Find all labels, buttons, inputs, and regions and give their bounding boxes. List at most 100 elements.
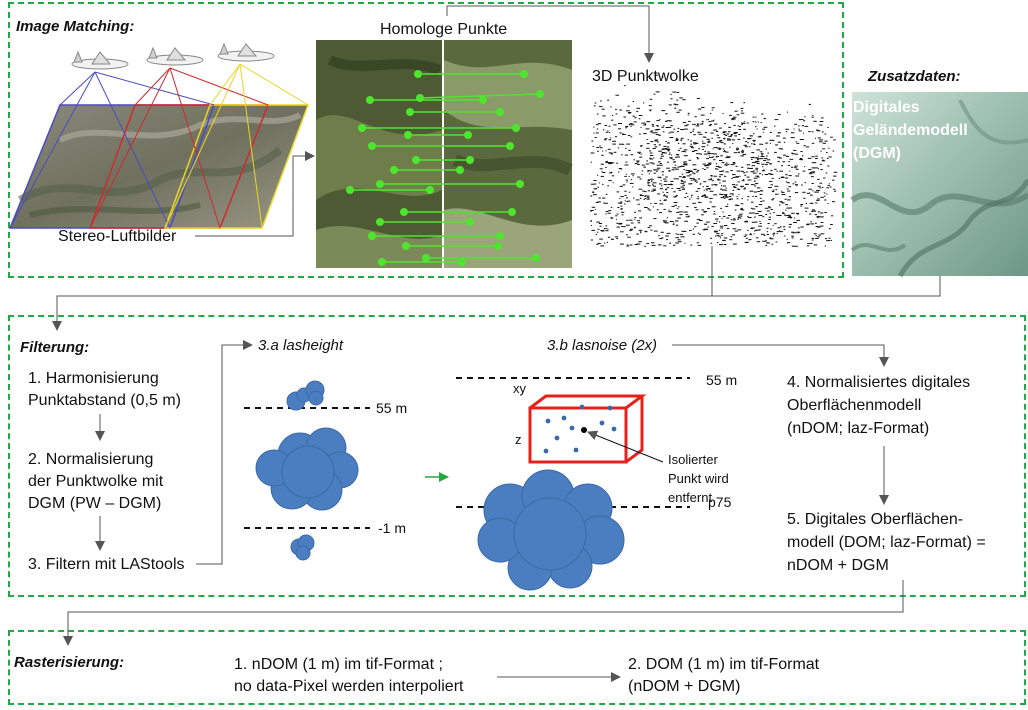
cloud-point bbox=[614, 236, 619, 238]
cloud-point bbox=[816, 198, 820, 200]
cloud-point bbox=[755, 116, 757, 118]
cloud-point bbox=[742, 122, 746, 124]
cloud-point bbox=[795, 184, 798, 186]
cloud-point bbox=[738, 129, 742, 130]
cloud-point bbox=[766, 227, 769, 229]
cloud-point bbox=[634, 226, 636, 228]
cloud-point bbox=[641, 170, 644, 172]
cloud-point bbox=[732, 116, 737, 118]
cloud-point bbox=[696, 181, 699, 183]
cloud-point bbox=[682, 122, 687, 124]
cloud-point bbox=[622, 143, 625, 145]
cloud-point bbox=[830, 239, 833, 241]
cloud-point bbox=[819, 187, 822, 189]
cloud-point bbox=[663, 180, 668, 182]
cloud-point bbox=[769, 213, 771, 215]
cloud-point bbox=[639, 178, 642, 180]
cloud-point bbox=[645, 128, 650, 130]
cloud-point bbox=[670, 183, 672, 185]
cloud-point bbox=[675, 237, 680, 239]
cloud-point bbox=[814, 137, 816, 139]
cloud-point bbox=[824, 133, 827, 135]
cloud-point bbox=[722, 185, 726, 187]
cloud-point bbox=[665, 140, 667, 142]
cloud-point bbox=[662, 110, 666, 112]
cloud-point bbox=[651, 190, 654, 192]
cloud-point bbox=[795, 167, 797, 169]
cloud-point bbox=[764, 158, 768, 160]
match-line bbox=[419, 93, 541, 99]
cloud-point bbox=[774, 119, 779, 121]
cloud-point bbox=[711, 226, 714, 227]
cloud-point bbox=[607, 236, 611, 238]
cloud-point bbox=[704, 132, 708, 134]
cloud-point bbox=[628, 135, 631, 136]
cloud-point bbox=[703, 194, 706, 196]
cloud-point bbox=[681, 173, 684, 175]
cloud-point bbox=[683, 211, 688, 213]
cloud-point bbox=[793, 222, 797, 223]
cloud-point bbox=[691, 172, 695, 174]
cloud-point bbox=[685, 164, 688, 166]
cloud-point bbox=[725, 151, 729, 153]
cloud-point bbox=[724, 225, 728, 226]
cloud-point bbox=[761, 154, 763, 156]
cloud-point bbox=[723, 134, 726, 136]
cloud-point bbox=[677, 127, 680, 129]
cloud-point bbox=[773, 125, 776, 127]
cloud-point bbox=[821, 157, 824, 159]
cloud-point bbox=[733, 133, 736, 135]
cloud-point bbox=[800, 205, 803, 207]
cloud-point bbox=[766, 242, 770, 244]
cloud-point bbox=[624, 164, 629, 166]
cloud-point bbox=[652, 188, 657, 190]
cloud-point bbox=[782, 212, 785, 214]
cloud-point bbox=[673, 161, 676, 163]
cloud-point bbox=[647, 171, 649, 173]
cloud-point bbox=[780, 176, 784, 178]
cloud-point bbox=[655, 134, 660, 136]
cloud-point bbox=[725, 134, 727, 136]
cloud-point bbox=[814, 167, 818, 169]
match-point bbox=[520, 70, 528, 78]
cloud-point bbox=[732, 228, 737, 230]
cloud-point bbox=[721, 233, 724, 235]
cloud-point bbox=[747, 229, 749, 231]
cloud-point bbox=[758, 225, 763, 227]
cloud-point bbox=[731, 234, 736, 236]
match-point bbox=[400, 208, 408, 216]
cloud-point bbox=[661, 185, 663, 187]
cloud-point bbox=[674, 204, 678, 206]
cloud-point bbox=[671, 188, 673, 189]
cloud-point bbox=[607, 148, 611, 150]
cloud-point bbox=[713, 184, 718, 186]
cloud-point bbox=[646, 147, 650, 149]
cloud-point bbox=[797, 232, 800, 234]
cloud-point bbox=[730, 219, 732, 221]
cloud-point bbox=[795, 184, 798, 186]
cloud-point bbox=[683, 176, 686, 177]
cloud-point bbox=[800, 151, 803, 152]
cloud-point bbox=[676, 91, 680, 93]
cloud-point bbox=[645, 231, 648, 233]
cloud-point bbox=[826, 187, 830, 189]
cloud-point bbox=[779, 204, 781, 206]
cloud-point bbox=[707, 141, 711, 143]
cloud-point bbox=[816, 130, 821, 132]
cloud-point bbox=[791, 237, 794, 239]
cloud-point bbox=[753, 233, 755, 235]
cloud-point bbox=[594, 102, 597, 104]
cloud-point bbox=[677, 166, 681, 168]
cloud-point bbox=[624, 175, 627, 177]
cloud-point bbox=[738, 151, 740, 153]
cloud-point bbox=[739, 175, 741, 177]
cloud-point bbox=[665, 195, 668, 197]
cloud-point bbox=[682, 99, 686, 101]
zusatzdaten-title: Zusatzdaten: bbox=[868, 68, 961, 85]
cloud-point bbox=[707, 208, 710, 210]
cloud-point bbox=[832, 179, 835, 181]
cloud-point bbox=[693, 142, 697, 144]
cloud-point bbox=[693, 134, 696, 136]
cloud-point bbox=[722, 215, 726, 217]
match-point bbox=[466, 218, 474, 226]
